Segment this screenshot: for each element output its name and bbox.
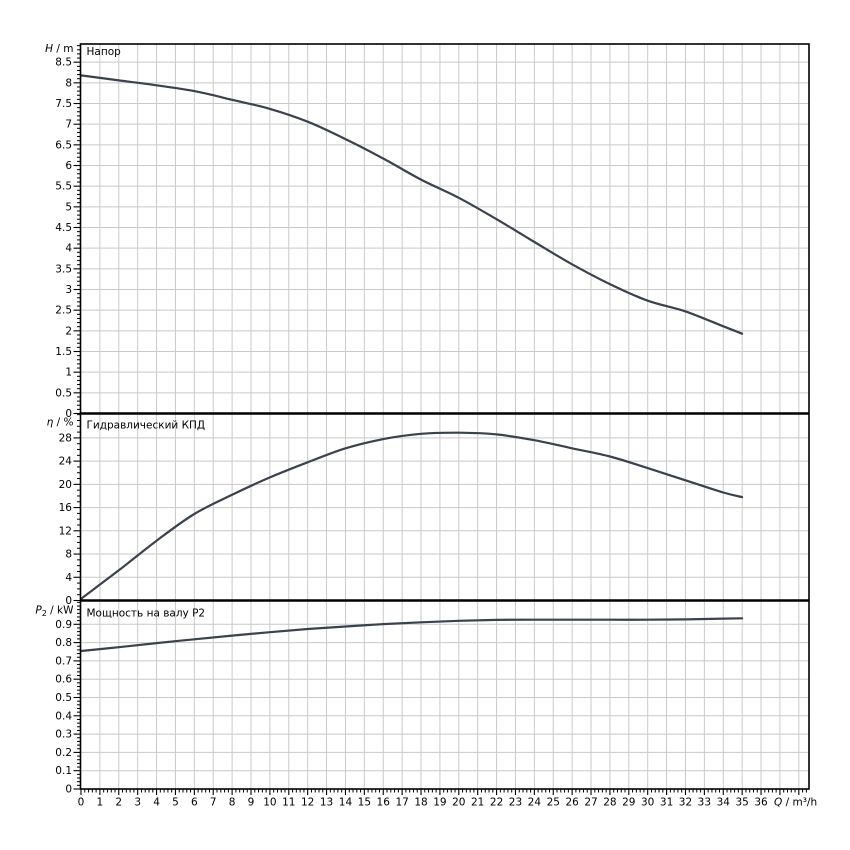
y-tick-label: 0.6 (55, 674, 72, 686)
y-tick-label: 0.5 (55, 387, 72, 399)
y-tick-label: 0 (65, 784, 72, 796)
gridlines (80, 44, 809, 789)
axes (79, 43, 810, 790)
y-tick-label: 2.5 (55, 305, 72, 317)
x-tick-label: 2 (115, 797, 122, 809)
y-tick-label: 6.5 (55, 139, 72, 151)
y-tick-label: 0.3 (55, 729, 72, 741)
y-axis-head: 0 0.5 1 1.5 2 2.5 3 3.5 4 4.5 5 5.5 6 6.5 7 7.5 8 8.5 H / … (45, 43, 121, 420)
x-tick-label: 14 (339, 797, 353, 809)
x-tick-label: 6 (191, 797, 198, 809)
y-tick-label: 0 (65, 595, 72, 607)
y-tick-label: 16 (59, 502, 73, 514)
head-curve (79, 74, 744, 335)
panel-power-chart (79, 617, 744, 653)
x-tick-label: 13 (320, 797, 333, 809)
panel-title-power: Мощность на валу P2 (87, 608, 206, 620)
y-tick-label: 1.5 (55, 346, 72, 358)
x-tick-label: 10 (263, 797, 276, 809)
x-tick-label: 12 (301, 797, 314, 809)
y-axis-caption-efficiency: η / % (47, 417, 74, 429)
x-tick-label: 0 (78, 797, 85, 809)
x-tick-label: 5 (172, 797, 179, 809)
x-tick-label: 32 (679, 797, 692, 809)
power-curve (79, 617, 744, 653)
y-tick-label: 4 (65, 572, 72, 584)
y-tick-label: 4.5 (55, 222, 72, 234)
y-tick-label: 0 (65, 408, 72, 420)
x-tick-label: 15 (358, 797, 371, 809)
y-tick-label: 2 (65, 325, 72, 337)
y-tick-label: 0.8 (55, 637, 72, 649)
x-tick-label: 29 (622, 797, 635, 809)
x-tick-label: 31 (660, 797, 673, 809)
x-axis: 0 1 2 3 4 5 6 7 8 9 10 11 12 13 14 15 16 17 18 19 20 21 22 23 24… (78, 789, 817, 809)
x-tick-label: 35 (735, 797, 748, 809)
y-tick-label: 0.5 (55, 692, 72, 704)
y-tick-label: 0.1 (55, 765, 72, 777)
x-tick-label: 30 (641, 797, 654, 809)
y-tick-label: 3.5 (55, 263, 72, 275)
x-tick-label: 27 (584, 797, 597, 809)
y-tick-label: 1 (65, 367, 72, 379)
y-tick-label: 5.5 (55, 181, 72, 193)
x-tick-label: 17 (395, 797, 408, 809)
x-tick-label: 16 (377, 797, 391, 809)
y-tick-label: 3 (65, 284, 72, 296)
x-tick-label: 34 (717, 797, 731, 809)
x-tick-label: 4 (153, 797, 160, 809)
x-tick-label: 24 (528, 797, 542, 809)
y-tick-label: 7.5 (55, 98, 72, 110)
x-tick-label: 7 (210, 797, 217, 809)
y-tick-label: 0.4 (55, 710, 72, 722)
y-tick-label: 12 (59, 525, 72, 537)
y-tick-label: 20 (59, 479, 72, 491)
y-tick-label: 4 (65, 243, 72, 255)
y-axis-efficiency: 0 4 8 12 16 20 24 28 η / % Гидравлический КПД (47, 414, 206, 607)
x-axis-caption: Q / m³/h (774, 797, 817, 809)
y-tick-label: 24 (59, 456, 73, 468)
x-tick-label: 36 (754, 797, 768, 809)
x-tick-label: 8 (229, 797, 236, 809)
y-tick-label: 8.5 (55, 57, 72, 69)
panel-head-chart (79, 74, 744, 335)
panel-title-head: Напор (87, 46, 122, 58)
y-axis-caption-head: H / m (45, 43, 73, 55)
y-tick-label: 6 (65, 160, 72, 172)
y-tick-label: 0.2 (55, 747, 72, 759)
x-tick-label: 33 (698, 797, 711, 809)
efficiency-curve (79, 431, 744, 600)
x-tick-label: 3 (134, 797, 141, 809)
x-tick-label: 1 (97, 797, 104, 809)
y-tick-label: 5 (65, 201, 72, 213)
x-tick-label: 28 (603, 797, 616, 809)
y-tick-label: 7 (65, 119, 72, 131)
y-tick-label: 8 (65, 549, 72, 561)
y-tick-label: 0.7 (55, 655, 72, 667)
x-tick-label: 9 (248, 797, 255, 809)
x-tick-label: 22 (490, 797, 503, 809)
x-tick-label: 18 (414, 797, 427, 809)
x-tick-label: 23 (509, 797, 522, 809)
y-axis-caption-power: P2 / kW (35, 605, 74, 619)
y-tick-label: 28 (59, 432, 72, 444)
x-tick-label: 26 (565, 797, 579, 809)
x-tick-label: 20 (452, 797, 465, 809)
x-tick-label: 25 (547, 797, 560, 809)
x-tick-label: 21 (471, 797, 484, 809)
y-tick-label: 0.9 (55, 619, 72, 631)
plot-border (79, 43, 810, 790)
x-tick-label: 19 (433, 797, 446, 809)
panel-efficiency-chart (79, 431, 744, 600)
y-axis-power: 0 0.1 0.2 0.3 0.4 0.5 0.6 0.7 0.8 0.9P2 / kW Мощно… (35, 601, 206, 796)
panel-title-efficiency: Гидравлический КПД (87, 420, 206, 432)
x-tick-label: 11 (282, 797, 295, 809)
y-tick-label: 8 (65, 77, 72, 89)
